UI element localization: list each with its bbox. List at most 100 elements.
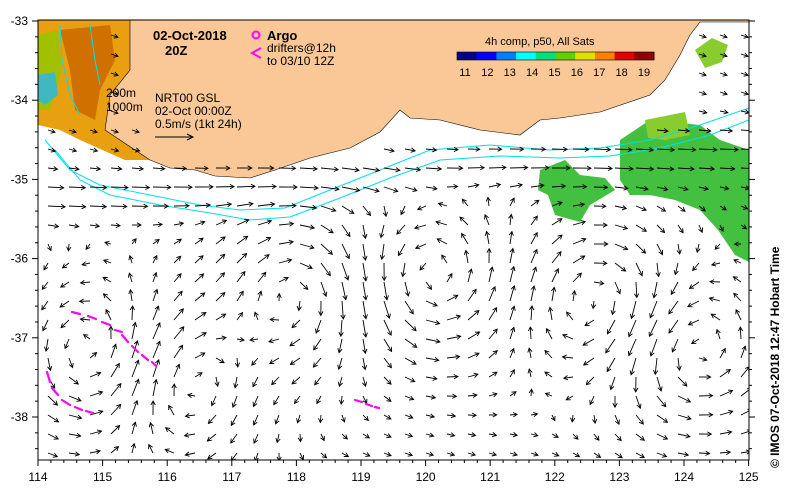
current-vector-head [606,146,612,153]
current-vector-head [381,276,387,282]
current-vector [194,372,203,378]
current-vector-head [691,147,697,153]
current-vector [340,319,343,337]
current-vector [68,414,82,419]
current-vector-head [303,284,309,291]
lon-tick-label: 118 [287,470,306,484]
current-vector [398,243,406,256]
current-vector [740,72,749,76]
current-vector [173,326,185,340]
current-vector-head [737,326,744,332]
current-vector-head [427,284,433,291]
sst-patch-east [538,160,615,222]
current-vector [435,221,448,226]
current-vector [698,110,707,114]
current-vector [83,334,91,340]
current-vector-head [393,187,399,193]
current-vector-head [386,397,392,402]
current-vector [320,452,327,459]
current-vector-head [309,244,315,250]
current-vector-head [257,290,263,296]
current-vector-head [532,266,538,272]
current-vector-head [44,346,50,353]
current-vector-head [678,228,684,234]
current-vector-head [435,338,441,344]
current-vector [47,205,66,208]
current-vector [446,273,453,283]
drifter-tracks [45,310,381,415]
current-vectors [41,33,749,460]
current-vector [635,148,654,151]
current-vector [530,199,540,207]
current-vector-head [497,146,503,152]
current-vector [68,357,74,368]
current-vector [563,376,574,379]
current-vector-head [436,238,442,243]
colorbar-swatch [496,52,517,60]
current-vector-head [164,448,170,454]
current-vector [614,452,623,459]
sst-patch-far-east [620,120,749,262]
current-vector-head [712,147,718,153]
current-vector-head [492,350,498,356]
current-vector-head [387,363,392,369]
current-vector [215,203,232,207]
current-vector [714,243,721,250]
current-vector-head [271,183,277,190]
current-vector [257,203,275,207]
current-vector [488,433,497,436]
current-vector [572,238,586,245]
current-vector [509,452,518,456]
current-vector [152,379,157,397]
current-vector [635,167,654,170]
current-vector [89,205,107,208]
current-vector [614,148,632,151]
current-vector [47,357,51,371]
current-vector [698,129,711,132]
current-vector-head [113,90,119,96]
current-vector [698,205,706,212]
current-vector-head [710,313,716,319]
current-vector [467,433,476,436]
current-vector [383,167,400,171]
hour-label: 20Z [165,43,187,58]
current-vector [236,357,239,367]
current-vector [47,186,64,189]
current-vector-head [200,220,206,226]
current-vector [425,376,437,380]
current-vector [257,272,267,283]
current-vector [635,205,647,211]
current-vector [530,267,537,283]
colorbar-swatch [575,52,596,60]
current-vector [68,433,81,437]
current-vector-head [81,261,87,267]
current-vector [656,205,666,212]
current-vector [383,338,392,352]
current-vector-head [71,128,77,134]
current-vector [313,338,322,351]
current-vector [719,186,729,190]
colorbar-swatch [457,52,478,60]
current-vector [320,167,339,171]
current-vector [131,360,139,378]
current-vector [68,395,82,402]
lat-tick-label: -35 [11,172,29,186]
current-vector-head [471,412,478,418]
current-vector-head [214,381,220,388]
current-vector [733,292,742,302]
current-vector-head [265,237,272,242]
current-vector-head [382,211,388,218]
current-vector-head [252,381,258,388]
current-vector [635,262,643,276]
sst-patch-southwest-warm [60,25,115,120]
current-vector [719,451,731,454]
current-vector-head [638,270,643,277]
current-vector-head [74,223,80,229]
current-vector [677,129,690,132]
current-vector [677,414,692,420]
current-vector-head [415,166,422,173]
current-vector [257,220,272,226]
current-vector [362,452,370,457]
current-vector [110,34,119,38]
current-vector-head [379,254,385,261]
